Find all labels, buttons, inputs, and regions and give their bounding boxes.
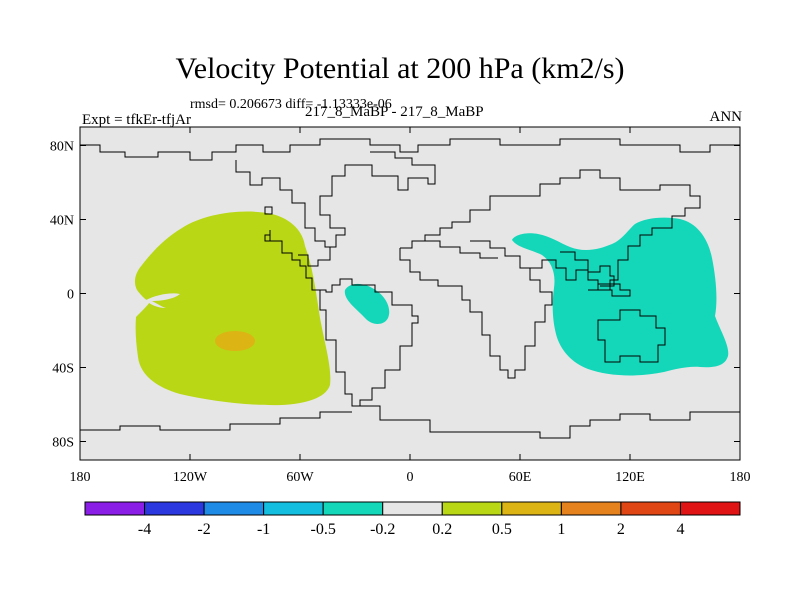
colorbar-swatch <box>382 501 443 516</box>
x-tick-label: 180 <box>730 470 751 485</box>
colorbar-swatch <box>620 501 681 516</box>
coastline-antarctica <box>352 405 740 439</box>
coastline-south-america <box>319 278 419 407</box>
colorbar-swatch <box>441 501 503 516</box>
coastline-indonesia <box>588 283 631 297</box>
y-tick-label: 40N <box>50 214 74 229</box>
coastline-arctic <box>80 138 740 161</box>
positive-anomaly-region <box>134 211 331 406</box>
coastline-europe <box>400 195 510 249</box>
y-tick-label: 80S <box>52 436 74 451</box>
plot-title: Velocity Potential at 200 hPa (km2/s) <box>175 52 625 85</box>
colorbar-swatch <box>84 501 146 516</box>
colorbar-label: 1 <box>557 521 565 538</box>
colorbar-swatch <box>322 501 384 516</box>
colorbar-label: 0.2 <box>432 521 452 538</box>
colorbar-swatch <box>679 501 741 516</box>
coastline-asia <box>510 169 701 291</box>
x-tick-label: 120E <box>615 470 645 485</box>
negative-anomaly-asia <box>512 217 729 376</box>
y-tick-label: 80N <box>50 140 74 155</box>
colorbar-label: -4 <box>138 521 151 538</box>
coastline-antarctic-peninsula <box>80 411 352 431</box>
coastline-hudson <box>264 206 273 242</box>
colorbar-label: -1 <box>257 521 270 538</box>
coastline-mediterranean <box>420 240 498 259</box>
y-tick-label: 0 <box>67 288 74 303</box>
colorbar-label: 4 <box>676 521 684 538</box>
x-axis-ticks: 180 120W 60W 0 60E 120E 180 <box>70 127 751 485</box>
colorbar: -4 -2 -1 -0.5 -0.2 0.2 0.5 1 2 4 <box>84 501 741 538</box>
colorbar-label: -0.2 <box>370 521 395 538</box>
x-tick-label: 60W <box>286 470 314 485</box>
x-tick-label: 120W <box>173 470 208 485</box>
colorbar-label: 2 <box>617 521 625 538</box>
y-axis-ticks: 80N 40N 0 40S 80S <box>50 140 740 451</box>
experiment-label: Expt = tfkEr-tfjAr <box>82 112 191 128</box>
positive-region-gap <box>146 293 180 308</box>
stats-text: rmsd= 0.206673 diff= -1.13333e-06 <box>190 97 392 112</box>
season-label: ANN <box>709 109 743 125</box>
case-label: 217_8_MaBP - 217_8_MaBP <box>305 104 484 120</box>
positive-anomaly-core <box>215 331 255 351</box>
coastline-australia <box>597 309 666 363</box>
x-tick-label: 180 <box>70 470 91 485</box>
coastline-africa <box>399 240 553 379</box>
negative-anomaly-atlantic <box>344 283 390 324</box>
coastline-india <box>560 251 615 287</box>
x-tick-label: 60E <box>509 470 532 485</box>
colorbar-swatch <box>144 501 205 516</box>
colorbar-label: -0.5 <box>311 521 336 538</box>
colorbar-swatch <box>263 501 324 516</box>
coastline-florida <box>298 246 331 267</box>
colorbar-label: -2 <box>197 521 210 538</box>
x-tick-label: 0 <box>407 470 414 485</box>
colorbar-swatch <box>203 501 265 516</box>
coastlines <box>80 138 740 439</box>
colorbar-swatch <box>560 501 622 516</box>
y-tick-label: 40S <box>52 362 74 377</box>
coastline-north-america <box>235 151 436 248</box>
coastline-mexico <box>269 230 320 291</box>
colorbar-swatch <box>501 501 562 516</box>
colorbar-label: 0.5 <box>492 521 512 538</box>
